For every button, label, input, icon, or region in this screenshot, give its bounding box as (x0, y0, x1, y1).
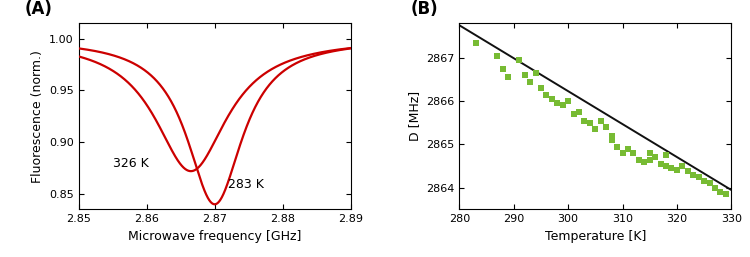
Point (660, 153, 672, 157)
Point (616, 151, 628, 155)
Y-axis label: D [MHz]: D [MHz] (407, 91, 421, 141)
Point (655, 162, 667, 166)
Point (496, 67, 508, 71)
Point (660, 164, 672, 168)
Point (524, 80, 536, 84)
Point (491, 53, 503, 58)
Point (704, 181, 716, 186)
Point (714, 190, 726, 194)
Point (687, 173, 699, 177)
Point (709, 186, 721, 190)
Point (590, 127, 602, 131)
Point (573, 110, 585, 114)
Point (600, 125, 612, 129)
Point (644, 158, 656, 162)
Point (503, 75, 515, 79)
Point (627, 151, 639, 155)
Point (551, 101, 563, 105)
Text: 283 K: 283 K (228, 178, 264, 191)
Point (470, 41, 482, 45)
Point (584, 121, 596, 125)
Point (546, 97, 558, 101)
Y-axis label: Fluorescence (norm.): Fluorescence (norm.) (31, 50, 44, 183)
Point (540, 93, 552, 97)
Point (622, 147, 634, 151)
Point (556, 103, 568, 107)
Point (606, 134, 618, 138)
Text: 326 K: 326 K (112, 157, 148, 170)
Point (578, 118, 590, 123)
Point (682, 169, 694, 173)
Point (606, 138, 618, 142)
Point (720, 192, 732, 196)
Point (519, 73, 531, 77)
Point (638, 160, 650, 164)
Point (676, 164, 688, 168)
Point (562, 99, 574, 103)
Text: (B): (B) (410, 0, 438, 18)
Point (530, 71, 542, 75)
Point (535, 86, 547, 90)
Point (568, 112, 580, 116)
Point (698, 179, 710, 183)
X-axis label: Temperature [K]: Temperature [K] (544, 230, 646, 243)
Text: (A): (A) (24, 0, 52, 18)
Point (611, 145, 623, 149)
Point (633, 158, 645, 162)
Point (513, 58, 525, 62)
Point (595, 118, 607, 123)
Point (649, 155, 662, 160)
Point (670, 168, 682, 172)
Point (693, 175, 705, 179)
Point (644, 151, 656, 155)
Point (665, 166, 677, 170)
X-axis label: Microwave frequency [GHz]: Microwave frequency [GHz] (128, 230, 302, 243)
